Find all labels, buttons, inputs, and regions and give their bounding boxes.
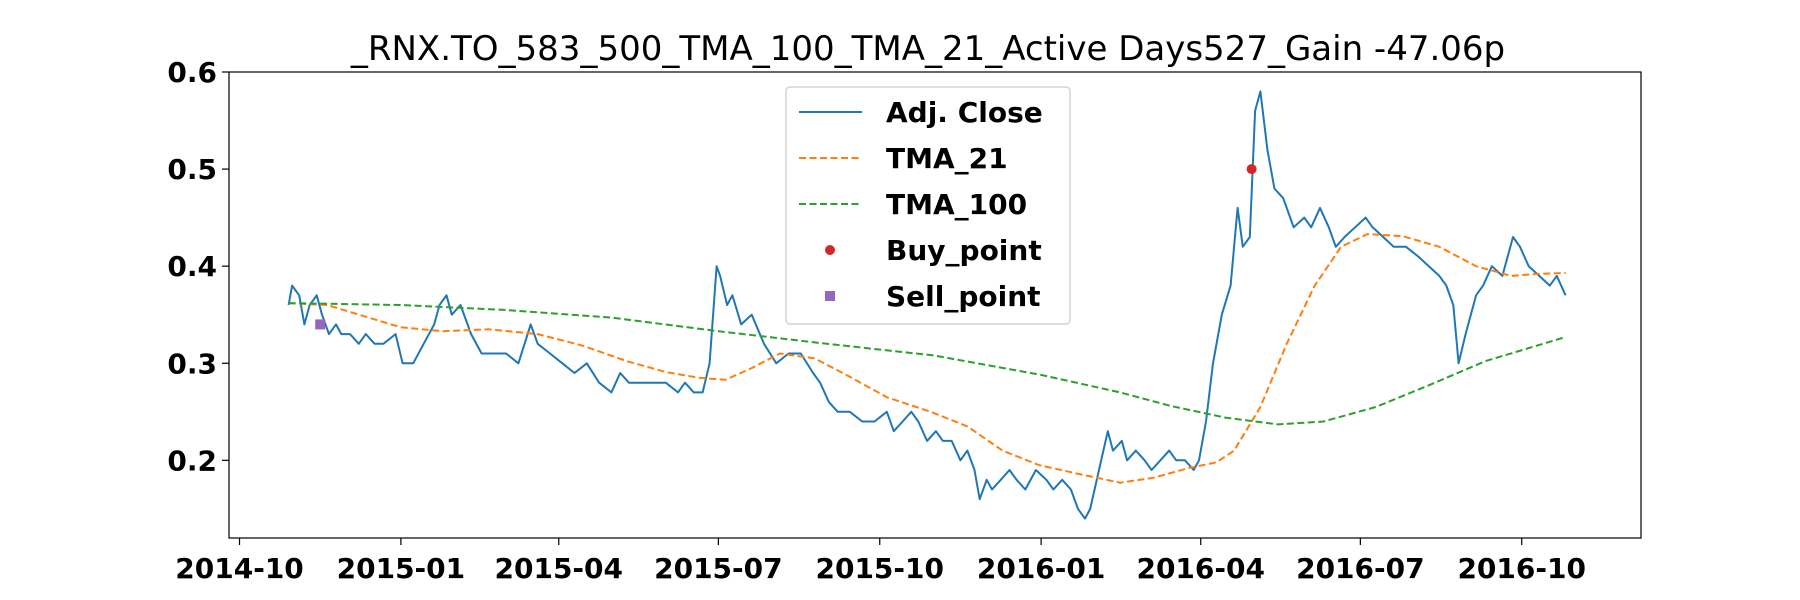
x-tick-label: 2015-04: [495, 552, 624, 585]
x-tick-label: 2016-01: [977, 552, 1106, 585]
series-tma-21-line: [288, 233, 1566, 484]
legend-label-adj-close: Adj. Close: [886, 96, 1043, 129]
legend: Adj. Close TMA_21 TMA_100 Buy_point Sell_poi…: [785, 86, 1071, 325]
chart-title: _RNX.TO_583_500_TMA_100_TMA_21_Active Da…: [350, 29, 1505, 69]
x-axis: 2014-10 2015-01 2015-04 2015-07 2015-10 2016-…: [175, 538, 1586, 585]
sell-point-marker: [315, 319, 326, 330]
legend-label-tma-21: TMA_21: [886, 142, 1008, 175]
x-tick-label: 2014-10: [175, 552, 304, 585]
x-tick-label: 2016-10: [1457, 552, 1586, 585]
series-layer: [287, 90, 1567, 520]
x-tick-label: 2015-10: [815, 552, 944, 585]
legend-swatch-buy-point: [825, 245, 835, 255]
y-tick-label: 0.4: [167, 250, 217, 283]
plot-area: [228, 71, 1642, 539]
y-tick-label: 0.6: [167, 56, 217, 89]
y-axis: 0.2 0.3 0.4 0.5 0.6: [167, 56, 229, 477]
x-tick-label: 2015-01: [337, 552, 466, 585]
legend-label-buy-point: Buy_point: [886, 234, 1042, 267]
series-adj-close-line: [287, 90, 1567, 520]
legend-box: [785, 86, 1071, 325]
legend-label-sell-point: Sell_point: [886, 280, 1041, 313]
y-tick-label: 0.3: [167, 347, 217, 380]
buy-point-marker: [1246, 164, 1257, 175]
legend-label-tma-100: TMA_100: [886, 188, 1027, 221]
legend-swatch-sell-point: [825, 291, 835, 301]
series-tma-100-line: [288, 302, 1566, 426]
y-tick-label: 0.2: [167, 444, 217, 477]
x-tick-label: 2016-04: [1136, 552, 1265, 585]
x-tick-label: 2016-07: [1296, 552, 1425, 585]
y-tick-label: 0.5: [167, 153, 217, 186]
x-tick-label: 2015-07: [654, 552, 783, 585]
